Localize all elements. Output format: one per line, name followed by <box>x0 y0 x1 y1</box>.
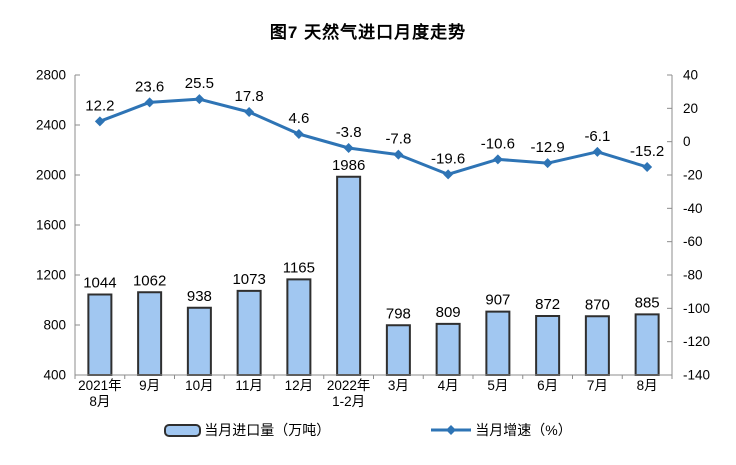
right-axis-tick-label: -140 <box>683 368 710 383</box>
x-axis-category-label: 12月 <box>285 378 314 393</box>
bar-value-label: 872 <box>535 296 560 313</box>
right-axis-tick-label: -120 <box>683 334 710 349</box>
line-marker-3 <box>194 94 205 105</box>
bar-value-label: 870 <box>585 296 610 313</box>
chart-title: 图7 天然气进口月度走势 <box>269 23 467 42</box>
bar-2 <box>137 291 163 376</box>
x-axis-category-label: 8月 <box>637 378 658 393</box>
bar-7 <box>385 324 411 376</box>
bar-4 <box>236 289 262 376</box>
bar-3 <box>186 306 212 376</box>
legend-label-growth-rate: 当月增速（%） <box>475 422 572 438</box>
line-value-label: -15.2 <box>630 143 664 160</box>
x-axis-category-label: 2022年 1-2月 <box>327 378 371 409</box>
legend-item-import-volume: 当月进口量（万吨） <box>164 420 330 440</box>
right-axis-tick-label: -100 <box>683 301 710 316</box>
line-value-label: 17.8 <box>235 88 264 105</box>
x-axis-category-label: 2021年 8月 <box>78 378 122 409</box>
bar-value-label: 1165 <box>283 259 315 276</box>
x-axis-category-label: 11月 <box>235 378 263 393</box>
line-marker-1 <box>94 116 105 127</box>
legend-label-import-volume: 当月进口量（万吨） <box>204 422 331 438</box>
left-axis-tick-label: 1600 <box>36 218 66 233</box>
x-axis-category-label: 4月 <box>438 378 459 393</box>
bar-value-label: 809 <box>436 304 461 321</box>
right-axis-tick-label: 20 <box>683 101 698 116</box>
right-axis-tick-label: -80 <box>683 268 703 283</box>
line-value-label: -12.9 <box>531 139 565 156</box>
bar-value-label: 938 <box>187 288 212 305</box>
bar-9 <box>485 310 511 376</box>
left-axis-tick-label: 2800 <box>36 68 66 83</box>
chart-legend: 当月进口量（万吨） 当月增速（%） <box>0 420 736 440</box>
x-axis-category-label: 10月 <box>185 378 214 393</box>
bar-10 <box>535 315 561 376</box>
line-value-label: -6.1 <box>584 128 610 145</box>
line-value-label: -7.8 <box>385 131 411 148</box>
bar-8 <box>435 322 461 376</box>
right-axis-tick-label: -40 <box>683 201 703 216</box>
line-value-label: -10.6 <box>481 135 515 152</box>
line-marker-6 <box>343 143 354 153</box>
line-value-label: 25.5 <box>185 75 214 92</box>
line-marker-7 <box>393 149 404 160</box>
line-value-label: 4.6 <box>288 110 309 127</box>
line-value-label: -3.8 <box>336 124 362 141</box>
left-axis-tick-label: 800 <box>43 318 66 333</box>
legend-item-growth-rate: 当月增速（%） <box>430 420 572 440</box>
x-axis-category-label: 3月 <box>388 378 409 393</box>
x-axis-category-label: 9月 <box>139 378 160 393</box>
x-axis-category-label: 5月 <box>487 378 508 393</box>
left-axis-tick-label: 2400 <box>36 118 66 133</box>
x-axis-category-label: 6月 <box>537 378 558 393</box>
line-series-swatch <box>431 425 472 435</box>
left-axis-tick-label: 1200 <box>36 268 66 283</box>
line-marker-4 <box>244 107 255 117</box>
combo-chart: 1044 1062 938 1073 1165 1986 798 809 907 872 870 88… <box>36 68 710 410</box>
left-axis-tick-label: 2000 <box>36 168 66 183</box>
bar-value-label: 1062 <box>133 272 166 289</box>
right-axis-tick-label: -60 <box>683 234 703 249</box>
line-marker-9 <box>492 154 503 165</box>
right-axis-tick-label: 0 <box>683 134 691 149</box>
line-marker-8 <box>443 169 454 180</box>
bar-12 <box>634 313 660 376</box>
bar-6 <box>336 175 362 376</box>
bar-series-swatch <box>164 423 202 437</box>
line-value-label: -19.6 <box>431 150 465 167</box>
line-value-label: 12.2 <box>85 97 114 114</box>
bar-value-label: 1044 <box>83 275 116 292</box>
growth-rate-line <box>99 97 648 176</box>
bar-1 <box>87 293 113 376</box>
line-value-label: 23.6 <box>135 78 164 95</box>
bar-value-label: 885 <box>635 294 660 311</box>
bar-value-label: 1986 <box>332 157 365 174</box>
legend-diamond-marker-icon <box>446 425 457 435</box>
bar-value-label: 1073 <box>232 271 265 288</box>
bar-value-label: 798 <box>386 305 411 322</box>
bar-11 <box>584 315 610 376</box>
bar-value-label: 907 <box>485 292 510 309</box>
left-axis-tick-label: 400 <box>43 368 66 383</box>
x-axis-category-label: 7月 <box>587 378 608 393</box>
right-axis-tick-label: 40 <box>683 68 698 83</box>
bar-5 <box>286 278 312 376</box>
line-marker-12 <box>642 162 653 172</box>
right-axis-tick-label: -20 <box>683 168 703 183</box>
line-marker-10 <box>542 158 553 169</box>
line-marker-11 <box>592 146 603 157</box>
line-marker-2 <box>144 97 155 108</box>
line-marker-5 <box>293 129 304 139</box>
